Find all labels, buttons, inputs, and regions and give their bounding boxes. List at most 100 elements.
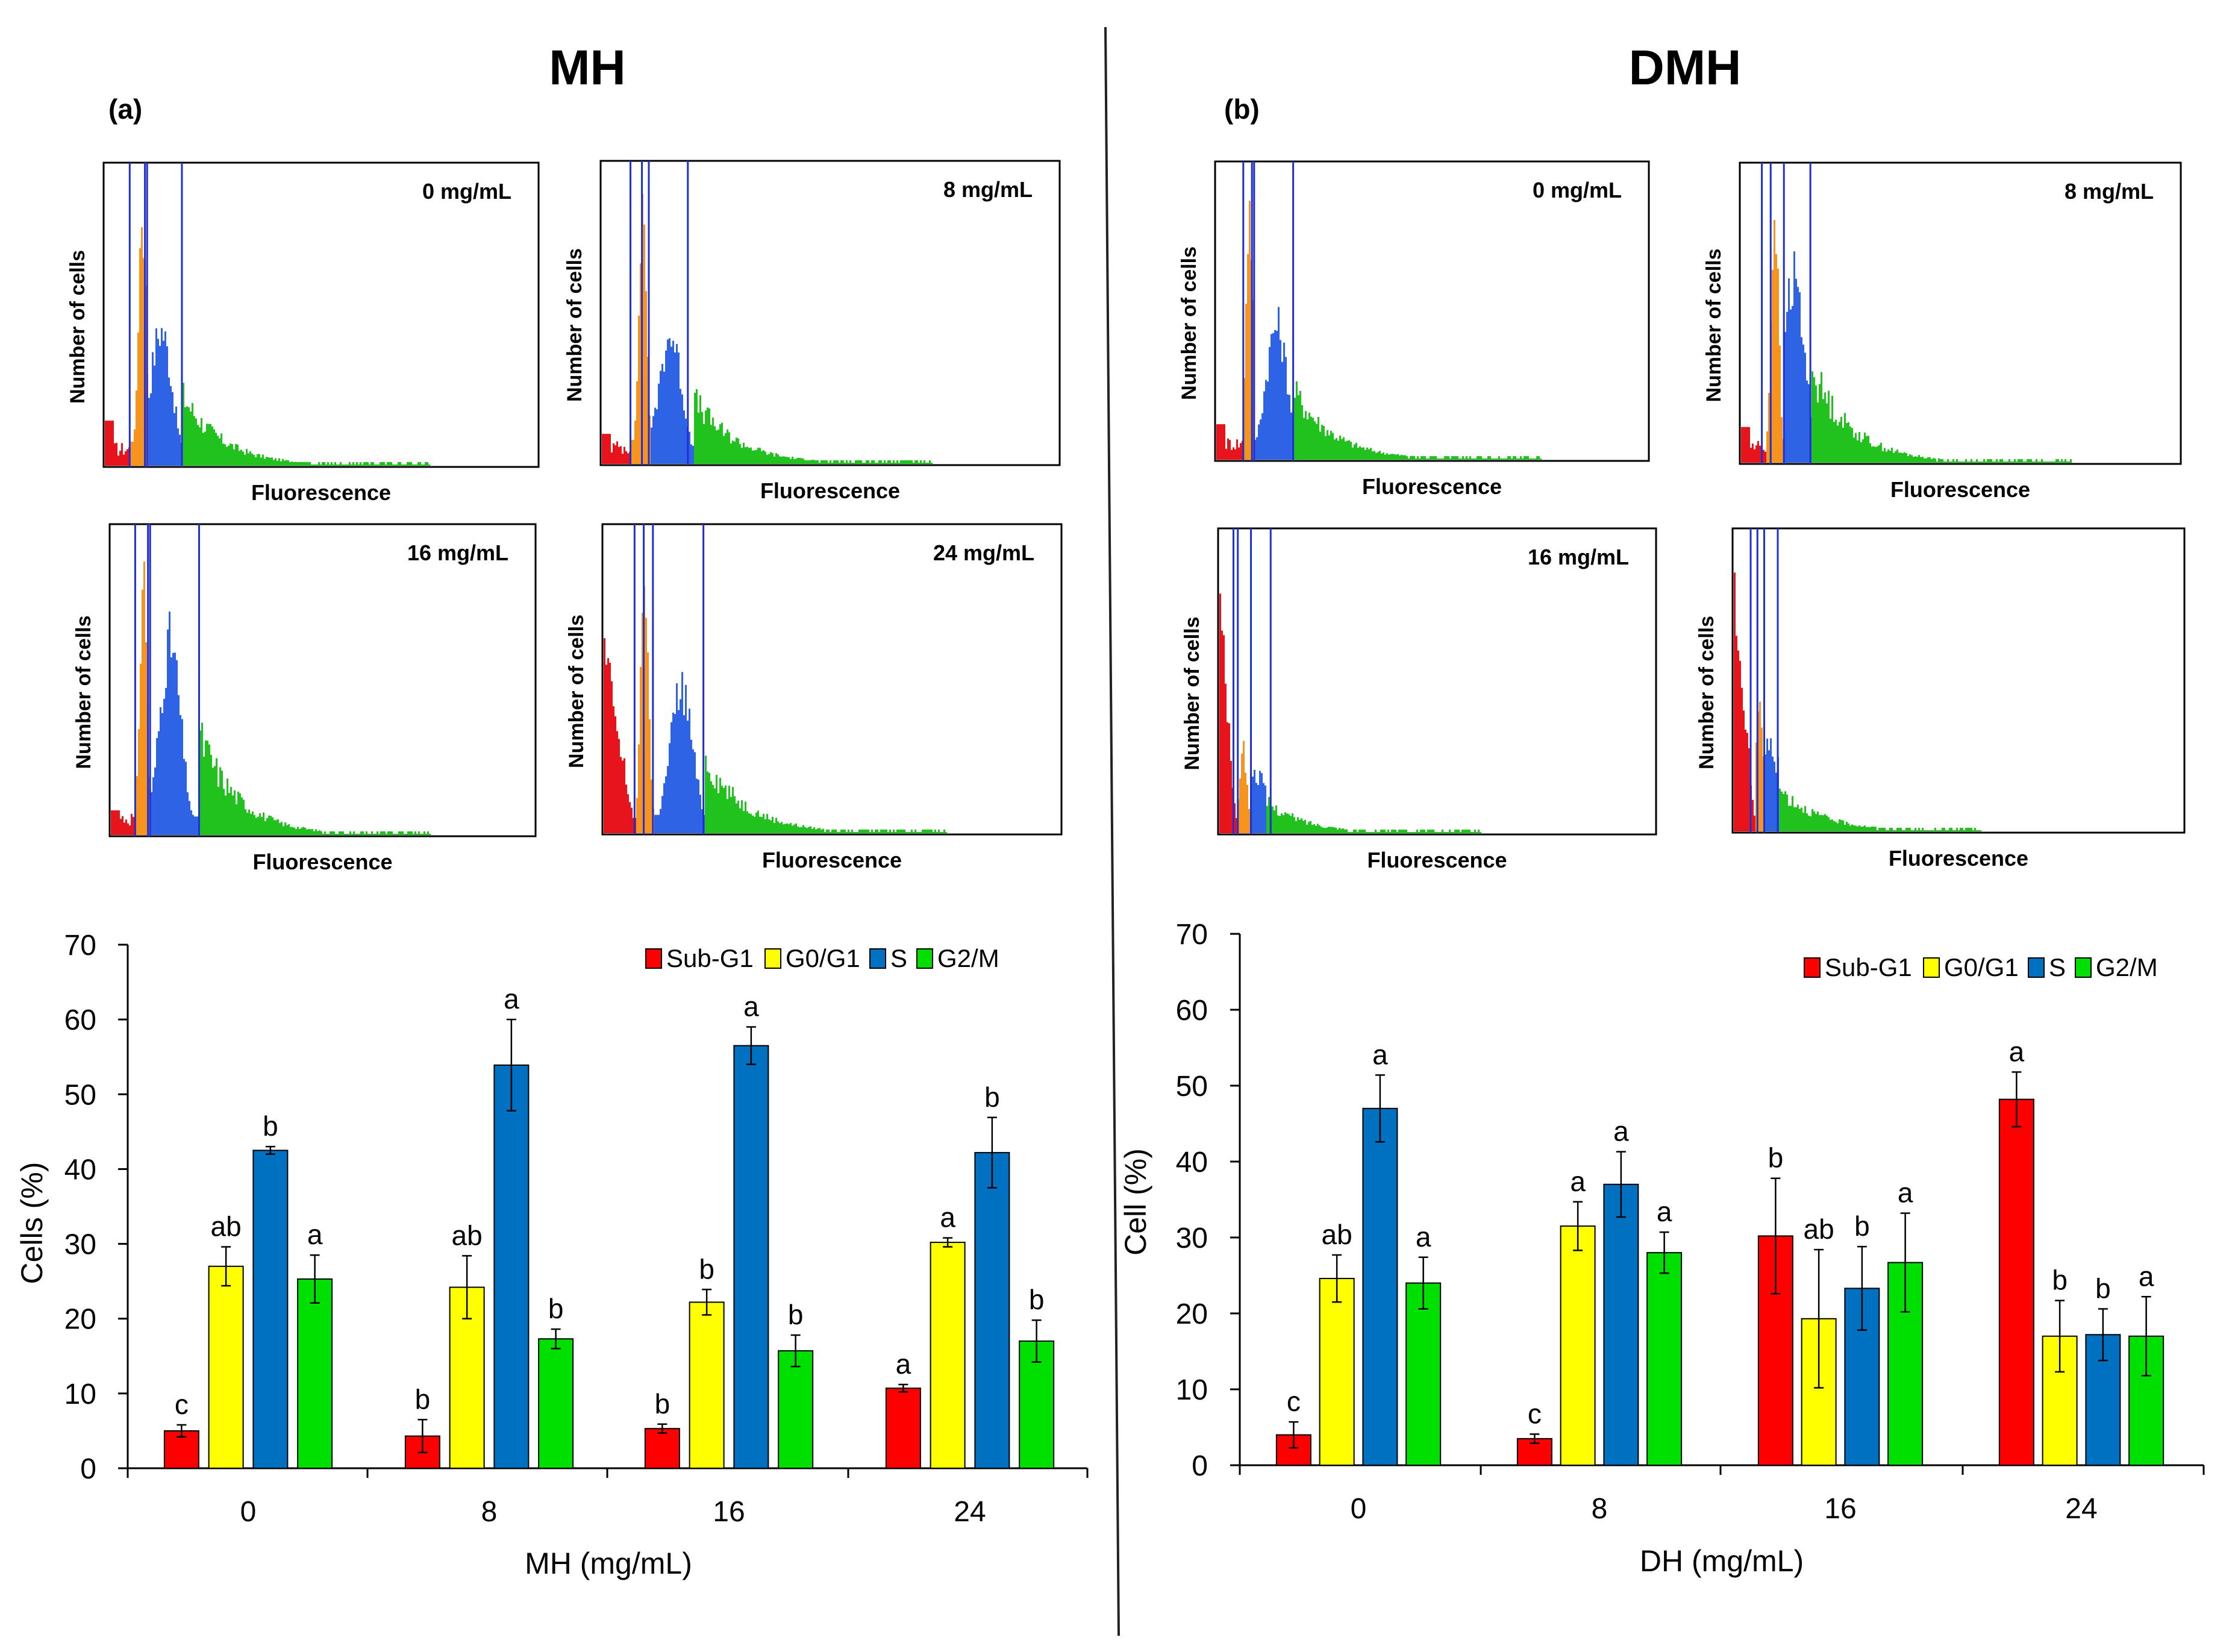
histogram-bar xyxy=(1249,201,1251,460)
histogram-bar xyxy=(707,407,708,464)
histogram-bar xyxy=(1864,432,1866,463)
histogram-bar xyxy=(1331,827,1333,833)
histogram-bar xyxy=(2043,461,2045,463)
histogram-bar xyxy=(1916,457,1918,463)
histogram-bar xyxy=(1922,828,1924,831)
histogram-bar xyxy=(1378,831,1380,833)
histogram-bar xyxy=(1366,831,1368,833)
histogram-bar xyxy=(1324,828,1326,833)
histogram-dose-label: 0 mg/mL xyxy=(1533,178,1622,202)
histogram-bar xyxy=(1907,828,1909,831)
histogram-bar xyxy=(304,461,305,466)
histogram-bar xyxy=(1538,456,1540,460)
histogram-bar xyxy=(1345,441,1346,460)
histogram-bar xyxy=(1806,380,1808,463)
y-tick-label: 50 xyxy=(1176,1071,1208,1103)
histogram-bar xyxy=(1495,458,1496,460)
histogram-bar xyxy=(175,406,177,466)
histogram-bar xyxy=(1449,829,1451,833)
histogram-bar xyxy=(267,457,269,466)
histogram-bar xyxy=(240,449,242,466)
significance-letter: b xyxy=(699,1253,714,1284)
histogram-bar xyxy=(1239,778,1241,833)
histogram-bar xyxy=(766,813,768,833)
histogram-bar xyxy=(1236,818,1237,833)
histogram-bar xyxy=(1967,461,1969,463)
x-tick-label: 8 xyxy=(481,1496,498,1528)
histogram-bar xyxy=(1246,784,1248,833)
histogram-bar xyxy=(407,831,409,835)
histogram-bar xyxy=(2041,459,2043,463)
histogram-bar xyxy=(404,833,405,835)
histogram-bar xyxy=(830,460,831,464)
histogram-bar xyxy=(1279,816,1281,833)
histogram-bar xyxy=(763,450,764,464)
panel-label-b: (b) xyxy=(1224,93,1260,125)
histogram-bar xyxy=(701,809,703,833)
histogram-bar xyxy=(235,443,237,466)
histogram-bar xyxy=(255,457,257,466)
histogram-bar xyxy=(120,819,122,835)
histogram-bar xyxy=(1354,444,1355,460)
histogram-bar xyxy=(1746,733,1748,831)
histogram-x-label: Fluorescence xyxy=(252,849,392,874)
histogram-bar xyxy=(2050,461,2052,463)
histogram-bar xyxy=(220,433,222,466)
histogram-bar xyxy=(670,722,672,833)
x-tick-label: 0 xyxy=(240,1496,257,1528)
histogram-bar xyxy=(730,443,732,464)
histogram-bar xyxy=(336,465,338,466)
histogram-bar xyxy=(116,443,117,466)
histogram-bar xyxy=(797,826,799,833)
histogram-bar xyxy=(1233,447,1234,460)
histogram-bar xyxy=(647,652,649,833)
histogram-bar xyxy=(1404,455,1406,460)
histogram-bar xyxy=(1426,458,1428,460)
histogram-bar xyxy=(142,589,143,835)
histogram-bar xyxy=(804,460,806,464)
histogram-bar xyxy=(1956,459,1958,463)
histogram-bar xyxy=(1259,771,1261,833)
histogram-bar xyxy=(1408,458,1410,460)
histogram-bar xyxy=(258,454,260,466)
histogram-bar xyxy=(328,833,330,835)
histogram-bar xyxy=(891,463,893,464)
histogram-bar xyxy=(1245,303,1247,460)
histogram-bar xyxy=(846,831,848,833)
histogram-bar xyxy=(1264,785,1266,833)
histogram-bar xyxy=(263,812,264,835)
histogram-bar xyxy=(2034,461,2036,463)
histogram-dmh-3: Fluorescence Number of cells xyxy=(1695,527,2186,871)
histogram-bar xyxy=(1945,830,1947,831)
histogram-bar xyxy=(1821,815,1822,831)
histogram-bar xyxy=(905,460,907,464)
histogram-bar xyxy=(750,447,752,464)
histogram-bar xyxy=(1460,458,1462,460)
histogram-bar xyxy=(1886,451,1887,463)
histogram-bar xyxy=(289,462,291,466)
histogram-bar xyxy=(822,828,824,833)
histogram-bar xyxy=(1265,380,1267,460)
histogram-bar xyxy=(1248,809,1250,833)
histogram-bar xyxy=(127,823,129,835)
histogram-bar xyxy=(699,795,701,833)
histogram-bar xyxy=(1308,822,1310,833)
histogram-bar xyxy=(429,833,431,835)
histogram-bar xyxy=(793,824,795,833)
y-tick-label: 50 xyxy=(64,1079,96,1111)
histogram-y-label: Number of cells xyxy=(563,248,586,402)
histogram-x-label: Fluorescence xyxy=(251,480,391,505)
histogram-bar xyxy=(914,460,916,464)
histogram-bar xyxy=(759,448,761,464)
histogram-bar xyxy=(201,722,203,835)
histogram-bar xyxy=(1788,806,1790,831)
histogram-bar xyxy=(1478,456,1480,460)
histogram-x-label: Fluorescence xyxy=(1890,477,2030,502)
histogram-bar xyxy=(1824,392,1826,463)
histogram-bar xyxy=(1520,456,1522,460)
histogram-bar xyxy=(1258,424,1260,460)
histogram-bar xyxy=(1768,393,1770,463)
histogram-bar xyxy=(366,831,367,835)
histogram-bar xyxy=(418,831,420,835)
histogram-bar xyxy=(1974,828,1976,831)
